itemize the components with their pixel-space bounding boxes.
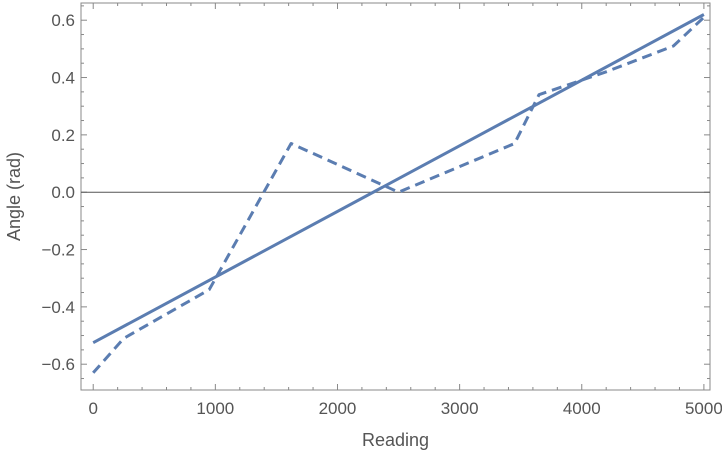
y-tick-label: −0.2 — [41, 241, 75, 260]
y-axis-title: Angle (rad) — [4, 152, 24, 241]
y-tick-label: 0.2 — [51, 126, 75, 145]
y-tick-label: 0.6 — [51, 11, 75, 30]
y-axis-ticks: −0.6 −0.4 −0.2 0.0 0.2 0.4 0.6 — [41, 5, 710, 380]
dashed-series-line — [92, 16, 705, 374]
x-tick-label: 3000 — [441, 399, 479, 418]
series-group — [92, 13, 705, 374]
x-tick-label: 4000 — [563, 399, 601, 418]
x-tick-label: 0 — [88, 399, 97, 418]
y-tick-label: −0.4 — [41, 298, 75, 317]
x-tick-label: 5000 — [685, 399, 722, 418]
y-tick-label: −0.6 — [41, 355, 75, 374]
y-tick-label: 0.4 — [51, 69, 75, 88]
y-tick-label: 0.0 — [51, 183, 75, 202]
x-tick-label: 2000 — [319, 399, 357, 418]
x-tick-label: 1000 — [196, 399, 234, 418]
x-axis-ticks: 0 1000 2000 3000 4000 5000 — [88, 3, 722, 418]
solid-fit-line — [92, 13, 705, 345]
plot-frame — [80, 2, 711, 391]
x-axis-title: Reading — [362, 430, 429, 450]
